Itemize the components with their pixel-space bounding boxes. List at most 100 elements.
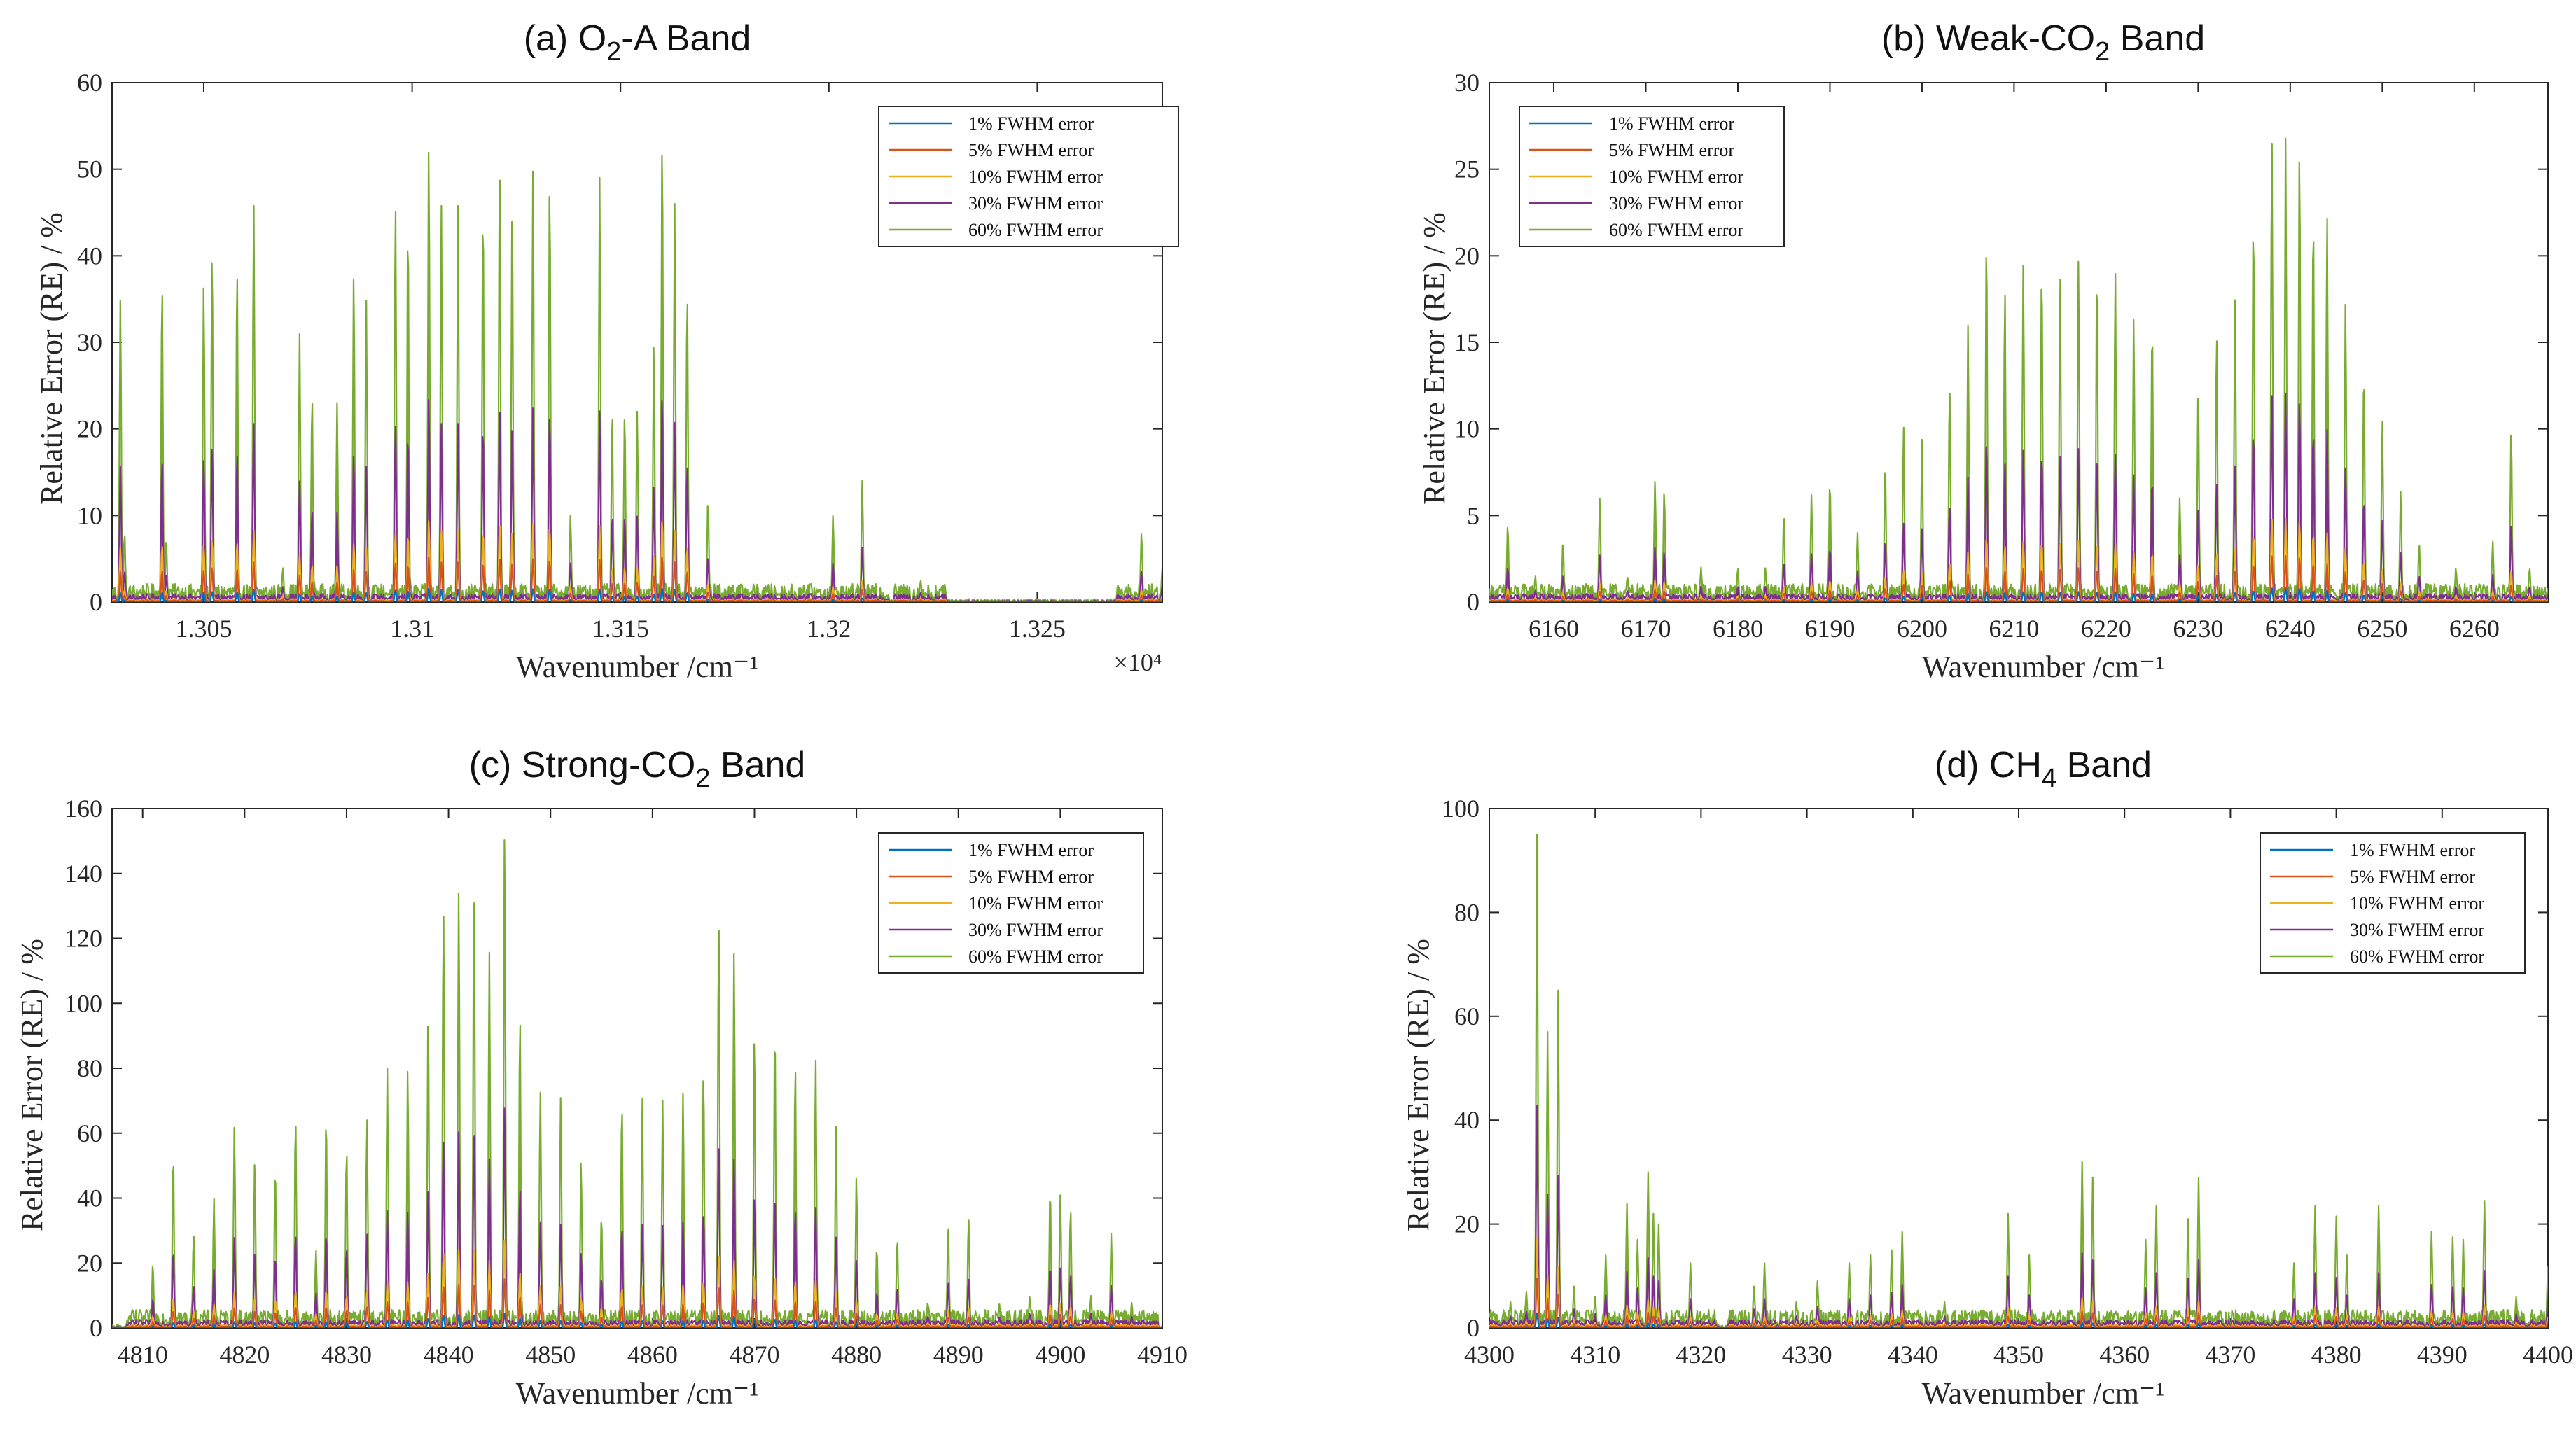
y-tick-label: 0 (90, 588, 102, 616)
x-tick-label: 6160 (1529, 615, 1579, 643)
series-line-5 (1489, 834, 2548, 1328)
x-tick-label: 4320 (1676, 1341, 1726, 1369)
y-tick-label: 60 (77, 1119, 102, 1147)
y-tick-label: 10 (1454, 415, 1480, 443)
y-tick-label: 10 (77, 501, 102, 529)
legend-item: 1% FWHM error (889, 840, 1094, 860)
svg-text:10% FWHM error: 10% FWHM error (1609, 167, 1743, 187)
x-axis-exponent: ×10⁴ (1114, 648, 1162, 676)
panel-title: (c) Strong-CO2 Band (469, 745, 806, 793)
x-tick-label: 4880 (831, 1341, 882, 1369)
x-tick-label: 6190 (1804, 615, 1855, 643)
panel-a: (a) O2-A Band 1.305 1.31 1.315 1.32 1.325 0 10… (34, 18, 1179, 684)
legend-item: 30% FWHM error (889, 920, 1103, 940)
x-axis-label: Wavenumber /cm⁻¹ (1922, 650, 2165, 684)
series-group (1489, 834, 2548, 1328)
x-tick-label: 1.315 (592, 615, 649, 643)
y-tick-label: 25 (1454, 155, 1480, 183)
x-tick-label: 4350 (1993, 1341, 2044, 1369)
legend-item: 60% FWHM error (889, 220, 1103, 240)
svg-text:60% FWHM error: 60% FWHM error (968, 220, 1103, 240)
legend-item: 1% FWHM error (2270, 840, 2475, 860)
series-line-1 (112, 587, 1162, 602)
x-tick-label: 4810 (118, 1341, 168, 1369)
series-line-1 (1489, 1312, 2548, 1328)
y-tick-label: 15 (1454, 328, 1480, 356)
svg-text:30% FWHM error: 30% FWHM error (968, 920, 1103, 940)
x-tick-label: 6230 (2173, 615, 2223, 643)
svg-text:30% FWHM error: 30% FWHM error (968, 193, 1103, 214)
x-tick-label: 4340 (1888, 1341, 1938, 1369)
legend-item: 1% FWHM error (889, 113, 1094, 134)
x-tick-label: 4900 (1035, 1341, 1085, 1369)
x-tick-label: 1.31 (390, 615, 434, 643)
x-tick-label: 4840 (424, 1341, 474, 1369)
y-tick-label: 0 (1467, 1314, 1480, 1342)
x-tick-label: 4820 (219, 1341, 270, 1369)
legend-item: 30% FWHM error (2270, 920, 2484, 940)
svg-text:10% FWHM error: 10% FWHM error (2350, 893, 2484, 914)
legend-item: 5% FWHM error (2270, 867, 2475, 887)
y-tick-label: 80 (1454, 898, 1480, 926)
y-tick-label: 30 (1454, 69, 1480, 97)
x-tick-label: 4860 (627, 1341, 678, 1369)
svg-text:1% FWHM error: 1% FWHM error (2350, 840, 2475, 860)
x-axis-label: Wavenumber /cm⁻¹ (516, 1376, 759, 1411)
legend-item: 10% FWHM error (2270, 893, 2484, 914)
y-tick-label: 120 (64, 925, 102, 953)
legend-item: 60% FWHM error (2270, 946, 2484, 967)
svg-text:1% FWHM error: 1% FWHM error (968, 840, 1094, 860)
y-axis-label: Relative Error (RE) / % (1401, 939, 1435, 1231)
y-tick-label: 100 (64, 989, 102, 1017)
x-tick-label: 6210 (1989, 615, 2039, 643)
series-line-4 (1489, 1105, 2548, 1328)
svg-text:10% FWHM error: 10% FWHM error (968, 893, 1103, 914)
panel-b: (b) Weak-CO2 Band 6160 6170 6180 6190 6200 62… (1417, 18, 2549, 684)
svg-text:30% FWHM error: 30% FWHM error (2350, 920, 2484, 940)
svg-text:1% FWHM error: 1% FWHM error (1609, 113, 1734, 134)
y-axis-label: Relative Error (RE) / % (15, 939, 49, 1231)
panel-d: (d) CH4 Band 4300 4310 4320 4330 4340 4350 436… (1401, 745, 2573, 1411)
legend-item: 10% FWHM error (889, 167, 1103, 187)
svg-text:5% FWHM error: 5% FWHM error (968, 140, 1094, 160)
y-tick-label: 60 (77, 69, 102, 97)
y-tick-label: 5 (1467, 501, 1480, 529)
y-tick-label: 30 (77, 328, 102, 356)
x-tick-label: 4870 (729, 1341, 779, 1369)
series-group (112, 839, 1162, 1328)
x-tick-label: 1.305 (175, 615, 232, 643)
x-tick-label: 4380 (2311, 1341, 2362, 1369)
legend-item: 10% FWHM error (889, 893, 1103, 914)
x-tick-label: 6250 (2357, 615, 2407, 643)
x-tick-label: 4890 (933, 1341, 984, 1369)
svg-text:30% FWHM error: 30% FWHM error (1609, 193, 1743, 214)
legend: 1% FWHM error 5% FWHM error 10% FWHM err… (878, 832, 1144, 974)
x-tick-label: 6200 (1897, 615, 1947, 643)
y-tick-label: 40 (1454, 1106, 1480, 1134)
x-tick-label: 4310 (1570, 1341, 1620, 1369)
svg-text:10% FWHM error: 10% FWHM error (968, 167, 1103, 187)
series-group (1489, 137, 2548, 602)
x-tick-label: 4850 (525, 1341, 576, 1369)
y-tick-label: 0 (1467, 588, 1480, 616)
x-tick-label: 6180 (1713, 615, 1763, 643)
svg-text:5% FWHM error: 5% FWHM error (2350, 867, 2475, 887)
y-tick-label: 20 (1454, 1210, 1480, 1238)
panel-title: (d) CH4 Band (1935, 745, 2152, 793)
panel-title: (a) O2-A Band (524, 18, 751, 67)
panel-c: (c) Strong-CO2 Band 4810 4820 4830 4840 4850… (15, 745, 1188, 1411)
y-tick-label: 50 (77, 155, 102, 183)
svg-text:1% FWHM error: 1% FWHM error (968, 113, 1094, 134)
series-group (112, 151, 1162, 602)
x-tick-label: 4300 (1464, 1341, 1515, 1369)
legend-item: 5% FWHM error (889, 867, 1094, 887)
x-axis-label: Wavenumber /cm⁻¹ (1922, 1376, 2165, 1411)
series-line-1 (112, 1313, 1162, 1328)
legend-item: 5% FWHM error (1529, 140, 1734, 160)
x-tick-label: 4400 (2523, 1341, 2573, 1369)
legend-item: 1% FWHM error (1529, 113, 1734, 134)
x-tick-label: 1.32 (807, 615, 851, 643)
x-axis-label: Wavenumber /cm⁻¹ (516, 650, 759, 684)
legend: 1% FWHM error 5% FWHM error 10% FWHM err… (2260, 832, 2526, 974)
